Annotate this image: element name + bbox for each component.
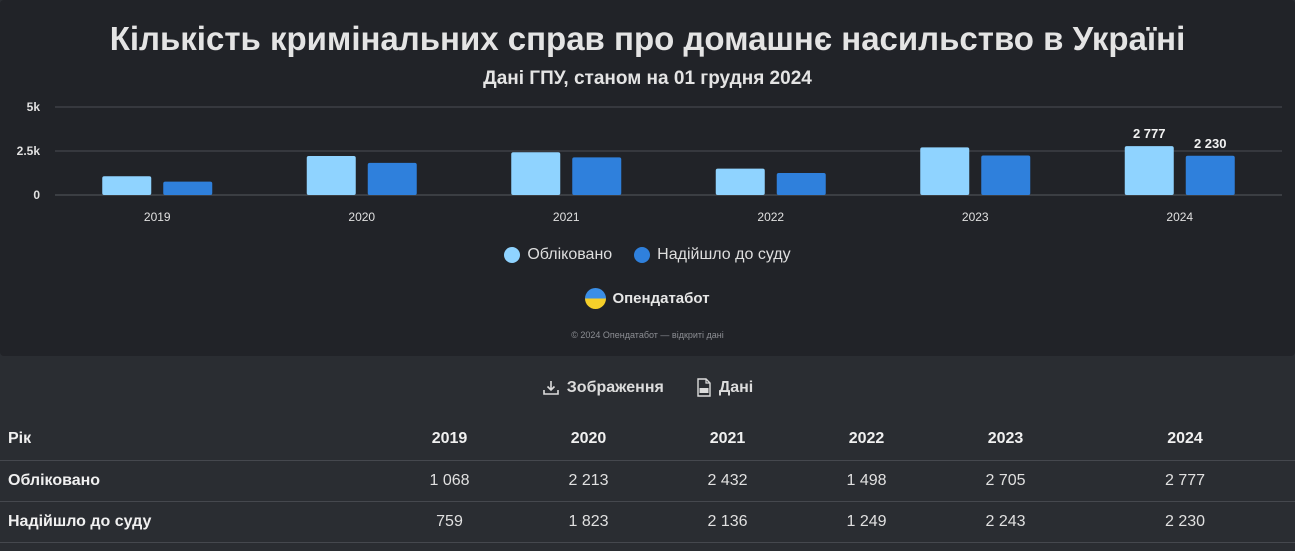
data-table: Рік 2019 2020 2021 2022 2023 2024 Обліко…	[0, 419, 1295, 543]
brand-name: Опендатабот	[612, 290, 710, 307]
y-tick-label: 5k	[27, 100, 41, 114]
download-icon	[542, 380, 559, 395]
data-label: 2 230	[1194, 136, 1227, 151]
download-image-label: Зображення	[566, 378, 664, 396]
x-tick-label: 2020	[348, 210, 375, 224]
table-header-cell: 2021	[658, 419, 797, 461]
x-tick-label: 2023	[962, 210, 989, 224]
csv-file-icon	[697, 378, 711, 397]
table-header-cell: 2019	[380, 419, 519, 461]
table-header-cell: 2022	[797, 419, 936, 461]
table-header-cell: Рік	[0, 419, 380, 461]
bar	[306, 156, 356, 195]
legend-label-sent-to-court: Надійшло до суду	[657, 246, 791, 263]
table-cell: 2 230	[1075, 501, 1295, 543]
table-header-row: Рік 2019 2020 2021 2022 2023 2024	[0, 419, 1295, 461]
table-cell: 1 068	[380, 460, 519, 502]
data-label: 2 777	[1133, 126, 1166, 141]
chart-card: Кількість кримінальних справ про домашнє…	[0, 20, 1295, 340]
bar	[920, 147, 970, 195]
bar	[511, 152, 561, 195]
legend-dot-registered	[504, 247, 521, 263]
table-cell: 2 432	[658, 460, 797, 502]
bar	[981, 155, 1031, 195]
table-header-cell: 2020	[519, 419, 658, 461]
table-header-cell: 2023	[936, 419, 1075, 461]
legend-dot-sent-to-court	[634, 247, 651, 263]
table-cell: Обліковано	[0, 460, 380, 502]
x-tick-label: 2024	[1166, 210, 1193, 224]
table-cell: Надійшло до суду	[0, 501, 380, 543]
bar	[367, 162, 417, 195]
chart-title: Кількість кримінальних справ про домашнє…	[109, 20, 1186, 57]
x-tick-label: 2021	[553, 210, 580, 224]
bar	[776, 173, 826, 195]
table-row: Надійшло до суду 759 1 823 2 136 1 249 2…	[0, 501, 1295, 543]
x-tick-label: 2022	[757, 210, 784, 224]
chart-legend: Обліковано Надійшло до суду	[0, 246, 1295, 264]
export-actions: Зображення Дані	[0, 378, 1295, 397]
brand: Опендатабот	[0, 288, 1295, 309]
table-cell: 2 777	[1075, 460, 1295, 502]
copyright-text: © 2024 Опендатабот — відкриті дані	[571, 330, 724, 340]
legend-item-sent-to-court[interactable]: Надійшло до суду	[634, 246, 791, 264]
table-cell: 2 243	[936, 501, 1075, 543]
table-cell: 759	[380, 501, 519, 543]
table-row: Обліковано 1 068 2 213 2 432 1 498 2 705…	[0, 460, 1295, 502]
x-tick-label: 2019	[144, 210, 171, 224]
table-cell: 1 249	[797, 501, 936, 543]
download-image-button[interactable]: Зображення	[542, 378, 664, 397]
bar	[1124, 146, 1174, 195]
chart-subtitle: Дані ГПУ, станом на 01 грудня 2024	[483, 68, 812, 89]
legend-item-registered[interactable]: Обліковано	[504, 246, 612, 264]
table-cell: 2 705	[936, 460, 1075, 502]
table-header-cell: 2024	[1075, 419, 1295, 461]
y-tick-label: 0	[33, 188, 40, 202]
bar	[163, 181, 213, 195]
table-cell: 1 823	[519, 501, 658, 543]
bar-chart: 0 2.5k 5k 2019 2020 2021 2022 2023 2 777 2 230 202…	[17, 100, 1282, 224]
bar	[102, 176, 152, 195]
table-cell: 2 213	[519, 460, 658, 502]
opendatabot-logo-icon	[585, 288, 607, 309]
bar	[572, 157, 622, 195]
table-cell: 1 498	[797, 460, 936, 502]
bar	[1185, 155, 1235, 195]
legend-label-registered: Обліковано	[527, 246, 613, 263]
y-tick-label: 2.5k	[17, 144, 41, 158]
download-data-label: Дані	[718, 378, 754, 396]
download-data-button[interactable]: Дані	[696, 378, 753, 397]
bar	[715, 168, 765, 195]
table-cell: 2 136	[658, 501, 797, 543]
